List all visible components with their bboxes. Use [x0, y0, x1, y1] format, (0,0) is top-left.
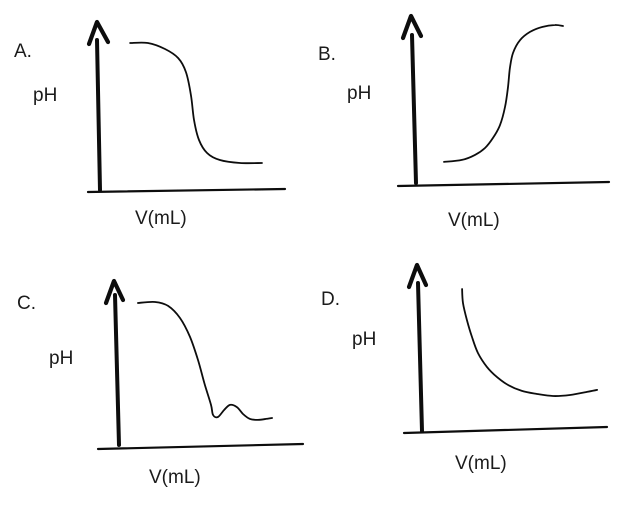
panel-option-d: D. pH V(mL): [309, 253, 618, 507]
x-axis-line: [86, 187, 287, 194]
x-axis-line: [96, 442, 305, 451]
y-axis-arrow-shaft: [95, 38, 102, 192]
y-axis-arrowhead-icon: [406, 262, 429, 290]
y-axis-label: pH: [33, 85, 58, 106]
panel-option-a: A. pH V(mL): [0, 0, 309, 253]
panel-letter-label: A.: [14, 41, 32, 62]
x-axis-label: V(mL): [455, 453, 507, 474]
y-axis-arrowhead-icon: [103, 278, 126, 306]
x-axis-line: [396, 180, 611, 188]
titration-curve-B: [443, 24, 564, 163]
panel-letter-label: C.: [17, 293, 36, 314]
y-axis-label: pH: [352, 329, 377, 350]
panel-option-c: C. pH V(mL): [0, 253, 309, 507]
panel-letter-label: D.: [321, 289, 340, 310]
y-axis-label: pH: [49, 348, 74, 369]
y-axis-arrow-shaft: [410, 33, 418, 185]
y-axis-arrow-shaft: [416, 281, 424, 433]
x-axis-label: V(mL): [448, 210, 500, 231]
y-axis-arrowhead-icon: [86, 19, 111, 47]
plot-C: [96, 278, 305, 451]
titration-curve-D: [461, 288, 598, 397]
x-axis-label: V(mL): [149, 467, 201, 488]
plot-B: [396, 13, 611, 188]
titration-curve-C: [137, 300, 273, 421]
plot-D: [402, 262, 609, 435]
x-axis-label: V(mL): [135, 208, 187, 229]
panel-letter-label: B.: [318, 44, 336, 65]
titration-curve-A: [129, 41, 263, 165]
plot-A: [86, 19, 287, 194]
panel-option-b: B. pH V(mL): [309, 0, 618, 253]
y-axis-arrowhead-icon: [400, 13, 424, 41]
x-axis-line: [402, 425, 609, 435]
y-axis-arrow-shaft: [113, 293, 121, 447]
y-axis-label: pH: [347, 83, 372, 104]
